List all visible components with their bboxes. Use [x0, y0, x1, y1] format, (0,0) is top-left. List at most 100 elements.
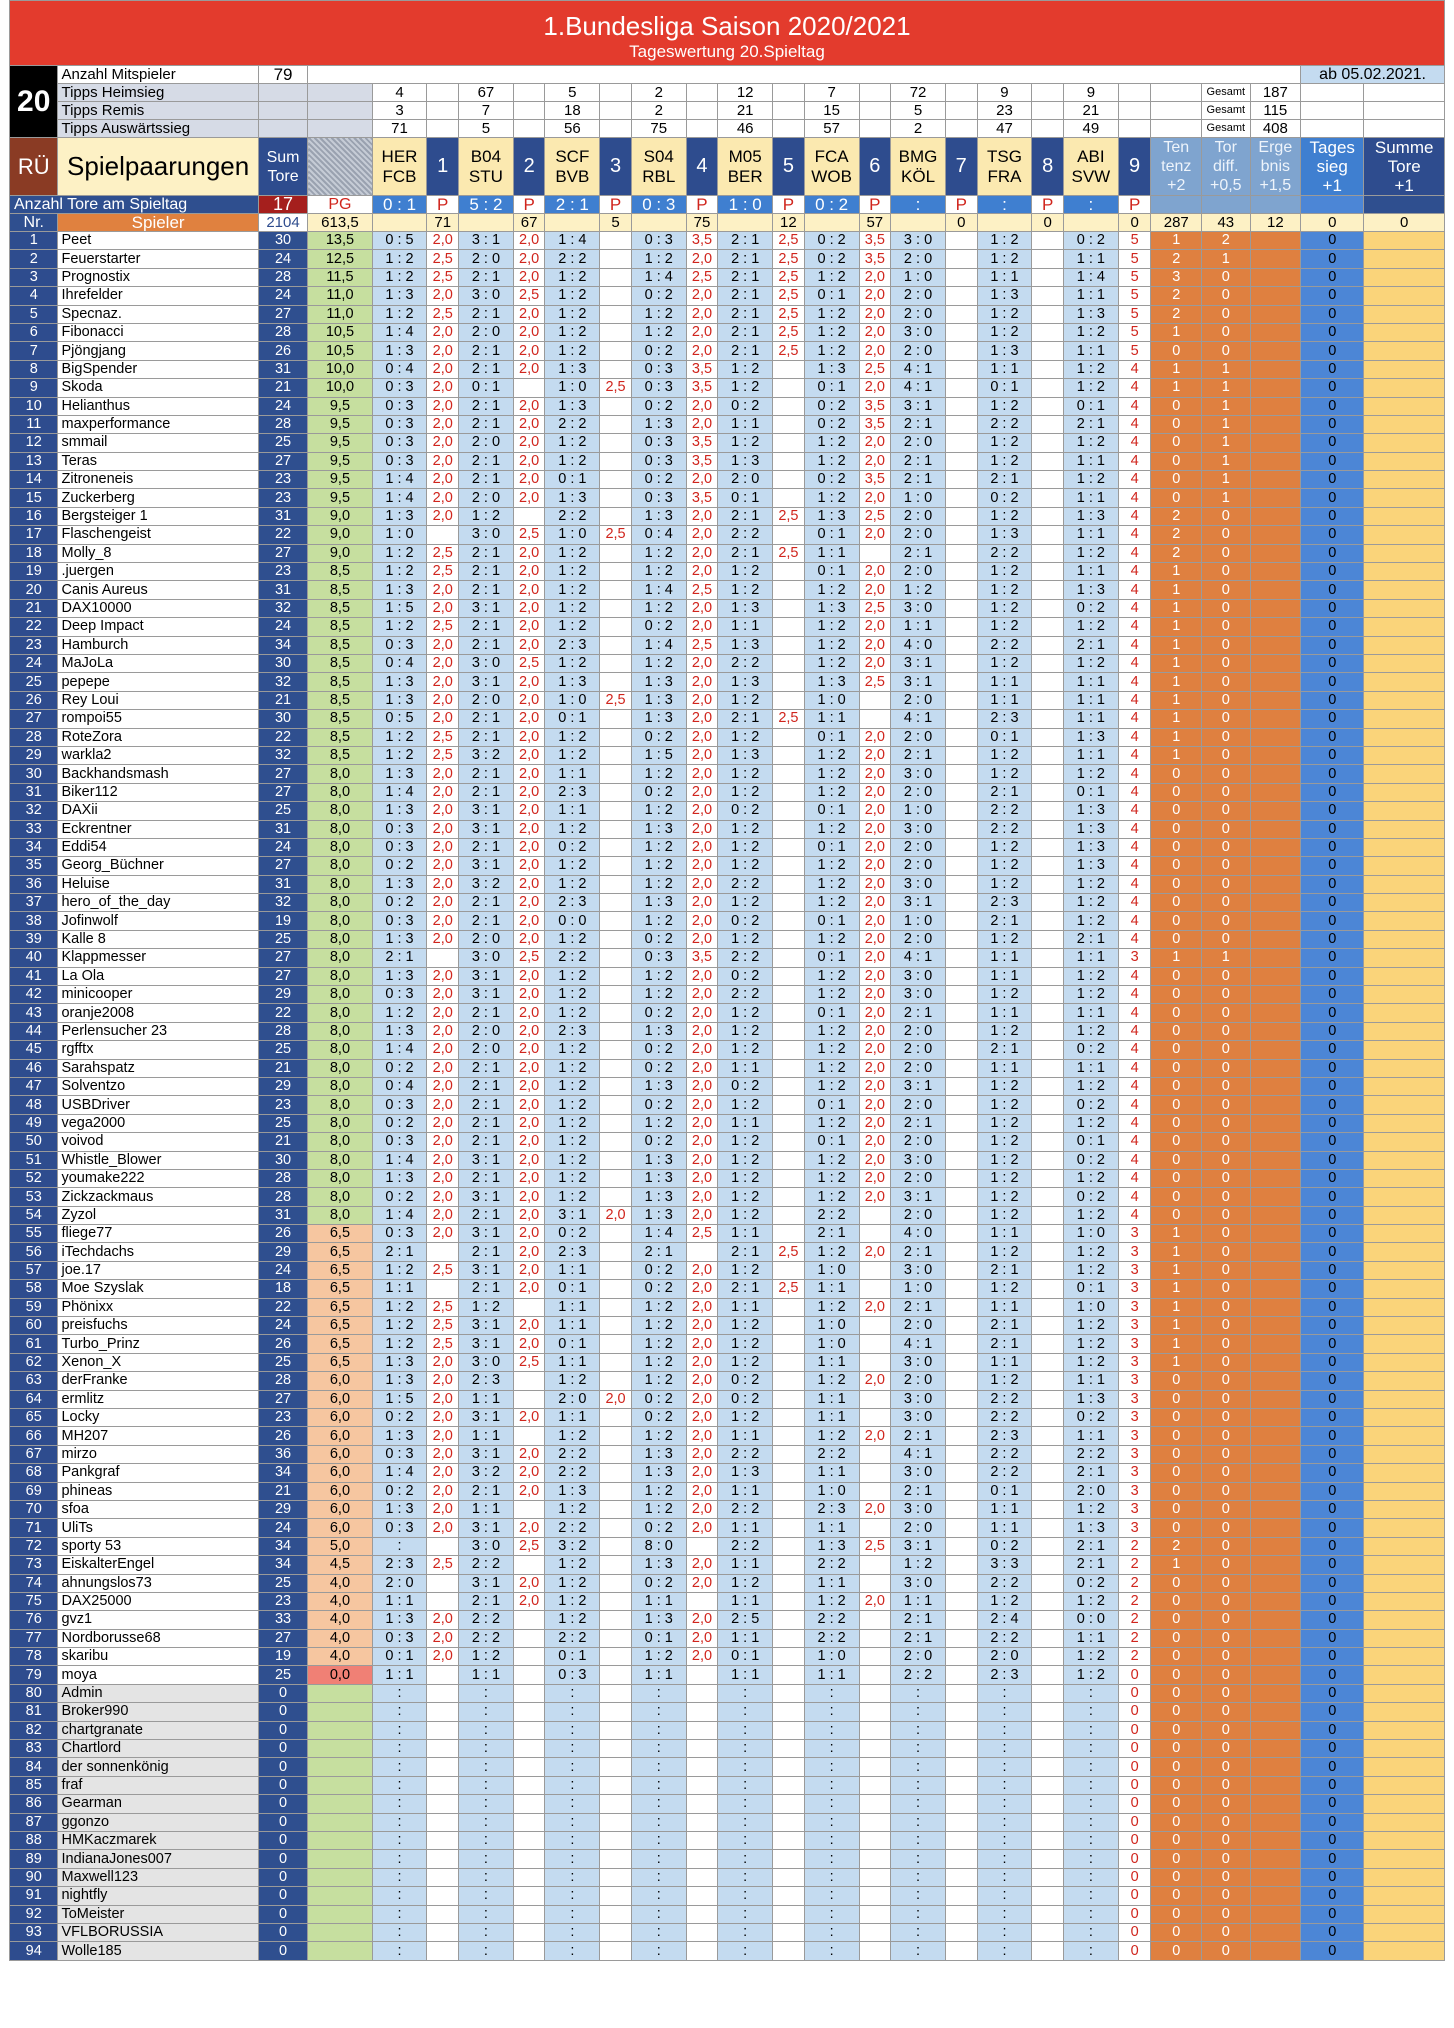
tip-points: 2,0: [426, 764, 460, 784]
tip: 2 : 0: [890, 249, 946, 269]
tip: 1 : 0: [1062, 1297, 1119, 1318]
tip-points: [599, 1132, 632, 1152]
away-team: BVB: [555, 166, 590, 186]
tip: 1 : 3: [544, 1481, 601, 1501]
tip: 1 : 1: [976, 1352, 1033, 1373]
tip: 1 : 2: [544, 727, 601, 747]
tip: 1 : 2: [1062, 1334, 1119, 1354]
tip-points: [599, 322, 632, 343]
tip: 1 : 2: [976, 1279, 1033, 1299]
tip: :: [717, 1922, 774, 1943]
total-points: 8,0: [307, 1058, 373, 1078]
sum-tore: 29: [257, 1499, 309, 1520]
tip: 2 : 1: [890, 745, 946, 766]
tip: 1 : 2: [803, 1187, 860, 1207]
ergebnis: [1249, 1132, 1302, 1152]
tip-points: [1031, 1757, 1064, 1777]
tip: 2 : 1: [976, 782, 1033, 803]
sum-tore: 21: [257, 378, 309, 398]
tip-points: 2,0: [512, 341, 546, 361]
ergebnis: [1249, 1886, 1302, 1906]
tip: :: [371, 1830, 428, 1851]
tagessieg: 0: [1300, 1702, 1365, 1722]
tip-points: 2: [1117, 1555, 1152, 1575]
match-result: 0 : 3: [630, 195, 687, 214]
tagessieg: 0: [1300, 1775, 1365, 1796]
tordiff: 0: [1201, 635, 1251, 655]
tip: 1 : 2: [803, 1113, 860, 1134]
tip-points: [944, 709, 978, 729]
tordiff: 0: [1201, 1720, 1251, 1741]
tip-points: [599, 451, 632, 472]
sum-tore: 30: [257, 230, 309, 251]
summe-tore: [1363, 819, 1445, 839]
tip-points: [944, 1463, 978, 1483]
tip: 0 : 3: [371, 1095, 428, 1115]
tip-points: 2,5: [772, 249, 805, 269]
tip-points: 2,0: [858, 727, 892, 747]
tip: 0 : 3: [371, 414, 428, 435]
tip: 2 : 2: [976, 543, 1033, 564]
tip-points: [1031, 672, 1064, 692]
tip-points: 2,0: [685, 617, 719, 637]
tip: :: [458, 1849, 514, 1869]
tip-points: [772, 819, 805, 839]
summe-tore: [1363, 433, 1445, 453]
tip: 2 : 0: [717, 470, 774, 490]
sum-tore: 27: [257, 856, 309, 876]
player-name: rgfftx: [57, 1040, 259, 1060]
tip-points: 2,0: [426, 286, 460, 306]
tip-points: 4: [1117, 874, 1152, 895]
total-points: 10,5: [307, 341, 373, 361]
tip: :: [717, 1941, 774, 1961]
tip-points: [685, 1775, 719, 1796]
player-name: warkla2: [57, 745, 259, 766]
tip: 1 : 2: [717, 1352, 774, 1373]
tordiff: 0: [1201, 1757, 1251, 1777]
tip-points: 2,0: [426, 874, 460, 895]
rank: 5: [8, 304, 59, 324]
tip-points: [772, 966, 805, 987]
total-points: 8,5: [307, 580, 373, 600]
tagessieg: 0: [1300, 690, 1365, 711]
tip-points: [685, 1830, 719, 1851]
tip-points: [772, 1628, 805, 1649]
tip: 1 : 3: [371, 506, 428, 527]
tip-points: 2,5: [772, 267, 805, 288]
tip: :: [803, 1922, 860, 1943]
tordiff: 0: [1201, 1849, 1251, 1869]
tip: 0 : 2: [630, 1279, 687, 1299]
tip-points: 2,0: [512, 1076, 546, 1097]
tip-points: 2,0: [426, 1481, 460, 1501]
tendenz: 0: [1150, 1720, 1203, 1741]
tagessieg-line: Tages: [1309, 138, 1355, 158]
player-name: ermlitz: [57, 1389, 259, 1410]
tip-points: 3,5: [685, 378, 719, 398]
tip: 2 : 2: [976, 414, 1033, 435]
tip: 2 : 1: [890, 451, 946, 472]
tip-points: [944, 1352, 978, 1373]
sum-tore: 24: [257, 617, 309, 637]
total-points: 11,0: [307, 286, 373, 306]
tip: 1 : 1: [1062, 745, 1119, 766]
tip-points: [1031, 304, 1064, 324]
tip: 0 : 2: [630, 1407, 687, 1428]
tip: 1 : 2: [371, 562, 428, 582]
tip-points: 2,0: [685, 1316, 719, 1336]
tordiff: 1: [1201, 948, 1251, 968]
ergebnis-total: 12: [1249, 213, 1302, 232]
tip: 1 : 2: [976, 1095, 1033, 1115]
summe-tore: [1363, 985, 1445, 1005]
total-points: 8,0: [307, 874, 373, 895]
total-points: [307, 1775, 373, 1796]
tip-points: [426, 525, 460, 545]
blank-cell: [890, 213, 946, 232]
tip-points: [1031, 911, 1064, 931]
tip-points: 2,0: [512, 1168, 546, 1189]
tip: 0 : 3: [630, 451, 687, 472]
tip: 2 : 1: [458, 1242, 514, 1262]
blank-cell: [858, 119, 892, 138]
tip: 4 : 1: [890, 1444, 946, 1465]
total-points: 6,0: [307, 1407, 373, 1428]
